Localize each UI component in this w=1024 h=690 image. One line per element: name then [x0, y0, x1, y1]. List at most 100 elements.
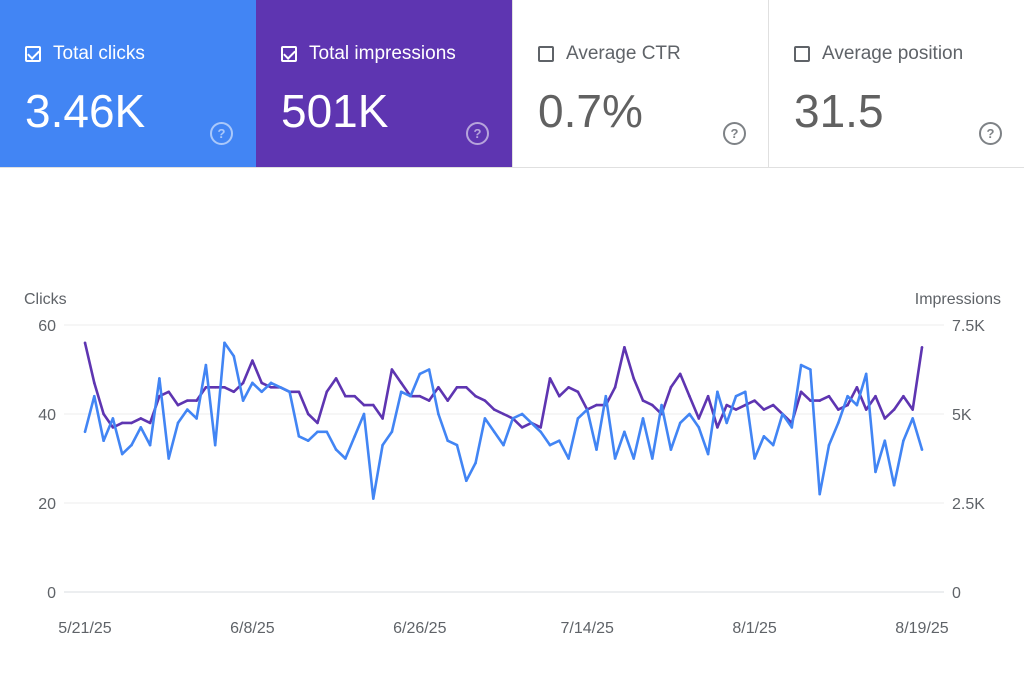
impressions-point: [297, 390, 301, 394]
checkbox-unchecked-icon[interactable]: [794, 46, 810, 62]
clicks-point: [372, 497, 375, 500]
clicks-point: [697, 426, 701, 429]
question-circle-icon[interactable]: ?: [466, 122, 489, 145]
impressions-point: [139, 417, 143, 420]
clicks-point: [688, 412, 691, 416]
total-clicks-label: Total clicks: [25, 43, 145, 65]
impressions-point: [260, 381, 264, 385]
checkbox-checked-icon[interactable]: [25, 46, 41, 62]
clicks-point: [483, 417, 487, 420]
clicks-point: [269, 381, 273, 385]
left-tick-label: 40: [38, 407, 56, 424]
clicks-point: [158, 377, 161, 380]
clicks-point: [846, 394, 849, 398]
clicks-point: [195, 417, 198, 420]
clicks-point: [771, 443, 775, 447]
clicks-point: [855, 403, 859, 407]
average-position-card[interactable]: Average position 31.5 ?: [768, 0, 1024, 167]
impressions-point: [334, 377, 338, 380]
clicks-point: [111, 417, 115, 420]
clicks-point: [660, 403, 663, 407]
clicks-point: [409, 394, 412, 398]
impressions-point: [567, 386, 570, 389]
clicks-point: [585, 408, 589, 411]
impressions-point: [837, 408, 840, 411]
average-ctr-label: Average CTR: [538, 43, 681, 65]
checkbox-unchecked-icon[interactable]: [538, 46, 554, 62]
clicks-point: [734, 394, 738, 398]
card-label: Average CTR: [566, 43, 681, 64]
clicks-point: [613, 457, 617, 460]
clicks-point: [344, 457, 347, 460]
total-clicks-card[interactable]: Total clicks 3.46K ?: [0, 0, 256, 167]
clicks-point: [176, 421, 180, 425]
clicks-point: [297, 434, 301, 438]
impressions-point: [613, 386, 617, 389]
clicks-point: [334, 448, 338, 451]
impressions-point: [623, 345, 626, 349]
clicks-point: [818, 492, 821, 496]
impressions-point: [492, 408, 496, 411]
impressions-point: [148, 421, 152, 425]
card-label: Total clicks: [53, 43, 145, 64]
average-ctr-card[interactable]: Average CTR 0.7% ?: [512, 0, 768, 167]
clicks-point: [864, 372, 868, 376]
impressions-point: [632, 377, 635, 380]
clicks-point: [874, 470, 877, 474]
impressions-point: [520, 426, 524, 429]
impressions-point: [762, 408, 766, 411]
clicks-point: [548, 443, 552, 447]
clicks-point: [567, 457, 570, 460]
clicks-point: [576, 417, 580, 420]
impressions-point: [753, 399, 756, 402]
clicks-point: [492, 430, 496, 434]
question-circle-icon[interactable]: ?: [210, 122, 233, 145]
clicks-point: [186, 408, 189, 411]
x-tick-label: 8/1/25: [732, 620, 777, 637]
impressions-point: [502, 412, 505, 416]
checkbox-checked-icon[interactable]: [281, 46, 297, 62]
impressions-point: [111, 426, 115, 429]
clicks-point: [799, 363, 803, 367]
impressions-point: [316, 421, 319, 425]
clicks-point: [706, 452, 710, 456]
impressions-point: [158, 394, 161, 398]
left-tick-label: 0: [47, 585, 56, 602]
impressions-point: [83, 341, 87, 345]
clicks-point: [837, 421, 840, 425]
impressions-point: [381, 417, 384, 420]
right-tick-label: 7.5K: [952, 318, 985, 335]
left-tick-label: 20: [38, 496, 56, 513]
clicks-point: [102, 439, 105, 443]
impressions-point: [818, 399, 821, 402]
impressions-point: [102, 412, 105, 416]
impressions-point: [809, 399, 812, 402]
left-axis-label: Clicks: [24, 291, 67, 308]
clicks-point: [418, 372, 422, 376]
impressions-point: [306, 412, 310, 416]
clicks-point: [446, 439, 450, 443]
x-tick-label: 7/14/25: [561, 620, 614, 637]
impressions-point: [911, 408, 914, 411]
clicks-point: [139, 426, 143, 429]
clicks-point: [316, 430, 319, 434]
impressions-point: [706, 394, 710, 398]
impressions-point: [669, 386, 673, 389]
clicks-point: [902, 439, 905, 443]
impressions-point: [864, 408, 868, 411]
right-tick-label: 0: [952, 585, 961, 602]
impressions-point: [446, 399, 450, 402]
clicks-point: [204, 363, 208, 367]
impressions-point: [725, 403, 728, 407]
clicks-point: [232, 354, 236, 358]
clicks-point: [669, 448, 673, 451]
question-circle-icon[interactable]: ?: [979, 122, 1002, 145]
impressions-point: [576, 390, 580, 394]
question-circle-icon[interactable]: ?: [723, 122, 746, 145]
clicks-point: [260, 390, 264, 394]
total-impressions-card[interactable]: Total impressions 501K ?: [256, 0, 512, 167]
clicks-point: [595, 448, 598, 451]
clicks-point: [827, 443, 831, 447]
impressions-point: [465, 386, 468, 389]
clicks-point: [120, 452, 124, 456]
